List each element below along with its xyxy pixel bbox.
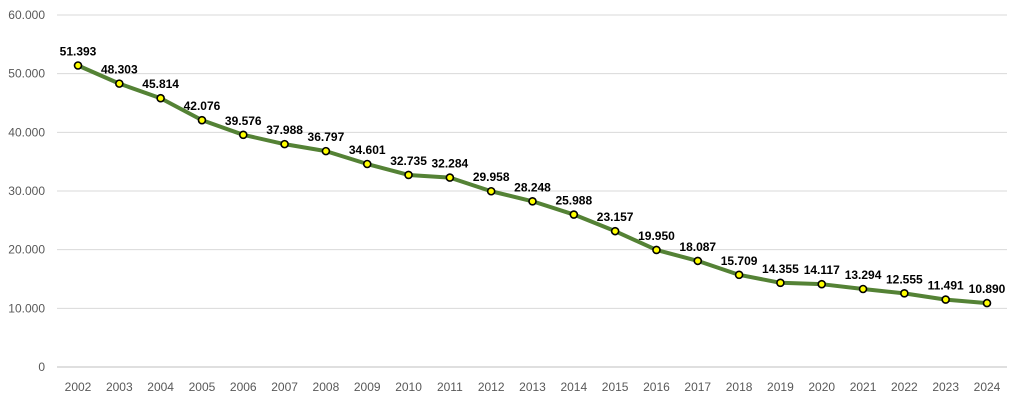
data-label: 34.601 [349, 143, 386, 157]
x-tick-label: 2019 [767, 380, 794, 394]
x-tick-label: 2009 [354, 380, 381, 394]
data-point [941, 295, 950, 304]
data-label: 19.950 [638, 229, 675, 243]
y-tick-label: 0 [38, 360, 45, 374]
x-tick-label: 2004 [147, 380, 174, 394]
data-label: 14.117 [804, 263, 840, 277]
x-tick-label: 2008 [313, 380, 340, 394]
y-tick-label: 10.000 [8, 301, 45, 315]
x-tick-label: 2018 [726, 380, 753, 394]
x-tick-label: 2024 [974, 380, 1001, 394]
data-label: 13.294 [845, 268, 882, 282]
x-tick-label: 2017 [684, 380, 711, 394]
data-label: 42.076 [184, 99, 221, 113]
y-tick-label: 30.000 [8, 184, 45, 198]
data-label: 48.303 [101, 63, 138, 77]
x-tick-label: 2005 [189, 380, 216, 394]
gridlines [57, 14, 1007, 368]
data-point [569, 210, 579, 219]
x-tick-label: 2016 [643, 380, 670, 394]
data-point [321, 146, 331, 156]
data-label: 14.355 [762, 262, 799, 276]
x-tick-label: 2013 [519, 380, 546, 394]
data-label: 36.797 [308, 130, 345, 144]
data-label: 51.393 [60, 44, 97, 58]
x-tick-label: 2014 [560, 380, 587, 394]
data-point [693, 256, 703, 266]
data-label: 10.890 [969, 282, 1006, 296]
data-point [652, 245, 661, 255]
data-point [404, 170, 413, 180]
x-tick-label: 2011 [437, 380, 463, 394]
data-point [280, 139, 289, 149]
data-point [610, 226, 620, 236]
data-label: 39.576 [225, 114, 262, 128]
data-point [238, 130, 248, 140]
x-tick-label: 2023 [932, 380, 959, 394]
y-tick-label: 50.000 [8, 67, 45, 81]
data-point [900, 289, 909, 298]
data-label: 32.735 [390, 154, 427, 168]
y-tick-label: 60.000 [8, 8, 45, 22]
data-point [362, 159, 372, 169]
data-label: 18.087 [679, 240, 716, 254]
x-axis-tick-labels: 2002 2003 2004 2005 2006 2007 2008 2009 2010 2011… [65, 380, 1001, 394]
x-tick-label: 2003 [106, 380, 133, 394]
data-label: 11.491 [928, 279, 964, 293]
data-point [197, 115, 207, 125]
data-point [528, 196, 537, 206]
data-point [486, 186, 496, 196]
y-tick-label: 20.000 [8, 243, 45, 257]
data-label: 25.988 [555, 194, 592, 208]
data-label: 28.248 [514, 180, 551, 194]
data-point-markers [73, 61, 992, 308]
x-tick-label: 2020 [808, 380, 835, 394]
y-tick-label: 40.000 [8, 125, 45, 139]
data-label: 12.555 [886, 272, 923, 286]
x-tick-label: 2022 [891, 380, 918, 394]
data-labels: 51.393 48.303 45.814 42.076 39.576 37.988 36.7… [60, 44, 1006, 296]
data-label: 37.988 [266, 123, 303, 137]
x-tick-label: 2002 [65, 380, 92, 394]
data-label: 32.284 [432, 157, 469, 171]
x-tick-label: 2015 [602, 380, 629, 394]
x-tick-label: 2010 [395, 380, 422, 394]
x-tick-label: 2007 [271, 380, 298, 394]
data-point [776, 278, 785, 288]
data-point [858, 284, 868, 294]
data-label: 15.709 [721, 254, 758, 268]
data-point [734, 270, 744, 280]
data-point [445, 173, 455, 182]
data-point [73, 61, 83, 70]
data-label: 29.958 [473, 170, 510, 184]
y-axis-tick-labels: 0 10.000 20.000 30.000 40.000 50.000 60.000 [8, 8, 45, 374]
data-point [115, 79, 124, 88]
data-point [156, 93, 165, 103]
x-tick-label: 2006 [230, 380, 257, 394]
data-point [982, 298, 992, 308]
data-label: 23.157 [597, 210, 634, 224]
x-tick-label: 2021 [850, 380, 877, 394]
data-label: 45.814 [142, 77, 179, 91]
data-point [817, 279, 827, 289]
x-tick-label: 2012 [478, 380, 505, 394]
